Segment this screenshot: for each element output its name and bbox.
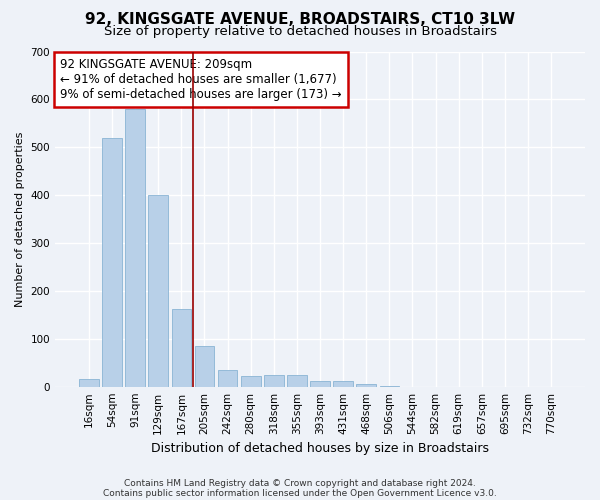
Text: Contains public sector information licensed under the Open Government Licence v3: Contains public sector information licen… xyxy=(103,488,497,498)
Text: 92, KINGSGATE AVENUE, BROADSTAIRS, CT10 3LW: 92, KINGSGATE AVENUE, BROADSTAIRS, CT10 … xyxy=(85,12,515,28)
Bar xyxy=(218,370,238,386)
Bar xyxy=(102,138,122,386)
Bar xyxy=(334,381,353,386)
Text: Contains HM Land Registry data © Crown copyright and database right 2024.: Contains HM Land Registry data © Crown c… xyxy=(124,478,476,488)
Bar xyxy=(172,309,191,386)
Text: Size of property relative to detached houses in Broadstairs: Size of property relative to detached ho… xyxy=(104,25,497,38)
Y-axis label: Number of detached properties: Number of detached properties xyxy=(15,132,25,307)
Bar xyxy=(125,109,145,386)
Bar xyxy=(241,376,260,386)
Bar xyxy=(79,380,99,386)
Bar xyxy=(287,374,307,386)
Bar xyxy=(194,346,214,387)
Text: 92 KINGSGATE AVENUE: 209sqm
← 91% of detached houses are smaller (1,677)
9% of s: 92 KINGSGATE AVENUE: 209sqm ← 91% of det… xyxy=(61,58,342,101)
Bar xyxy=(264,374,284,386)
X-axis label: Distribution of detached houses by size in Broadstairs: Distribution of detached houses by size … xyxy=(151,442,489,455)
Bar xyxy=(148,195,168,386)
Bar xyxy=(356,384,376,386)
Bar xyxy=(310,381,330,386)
